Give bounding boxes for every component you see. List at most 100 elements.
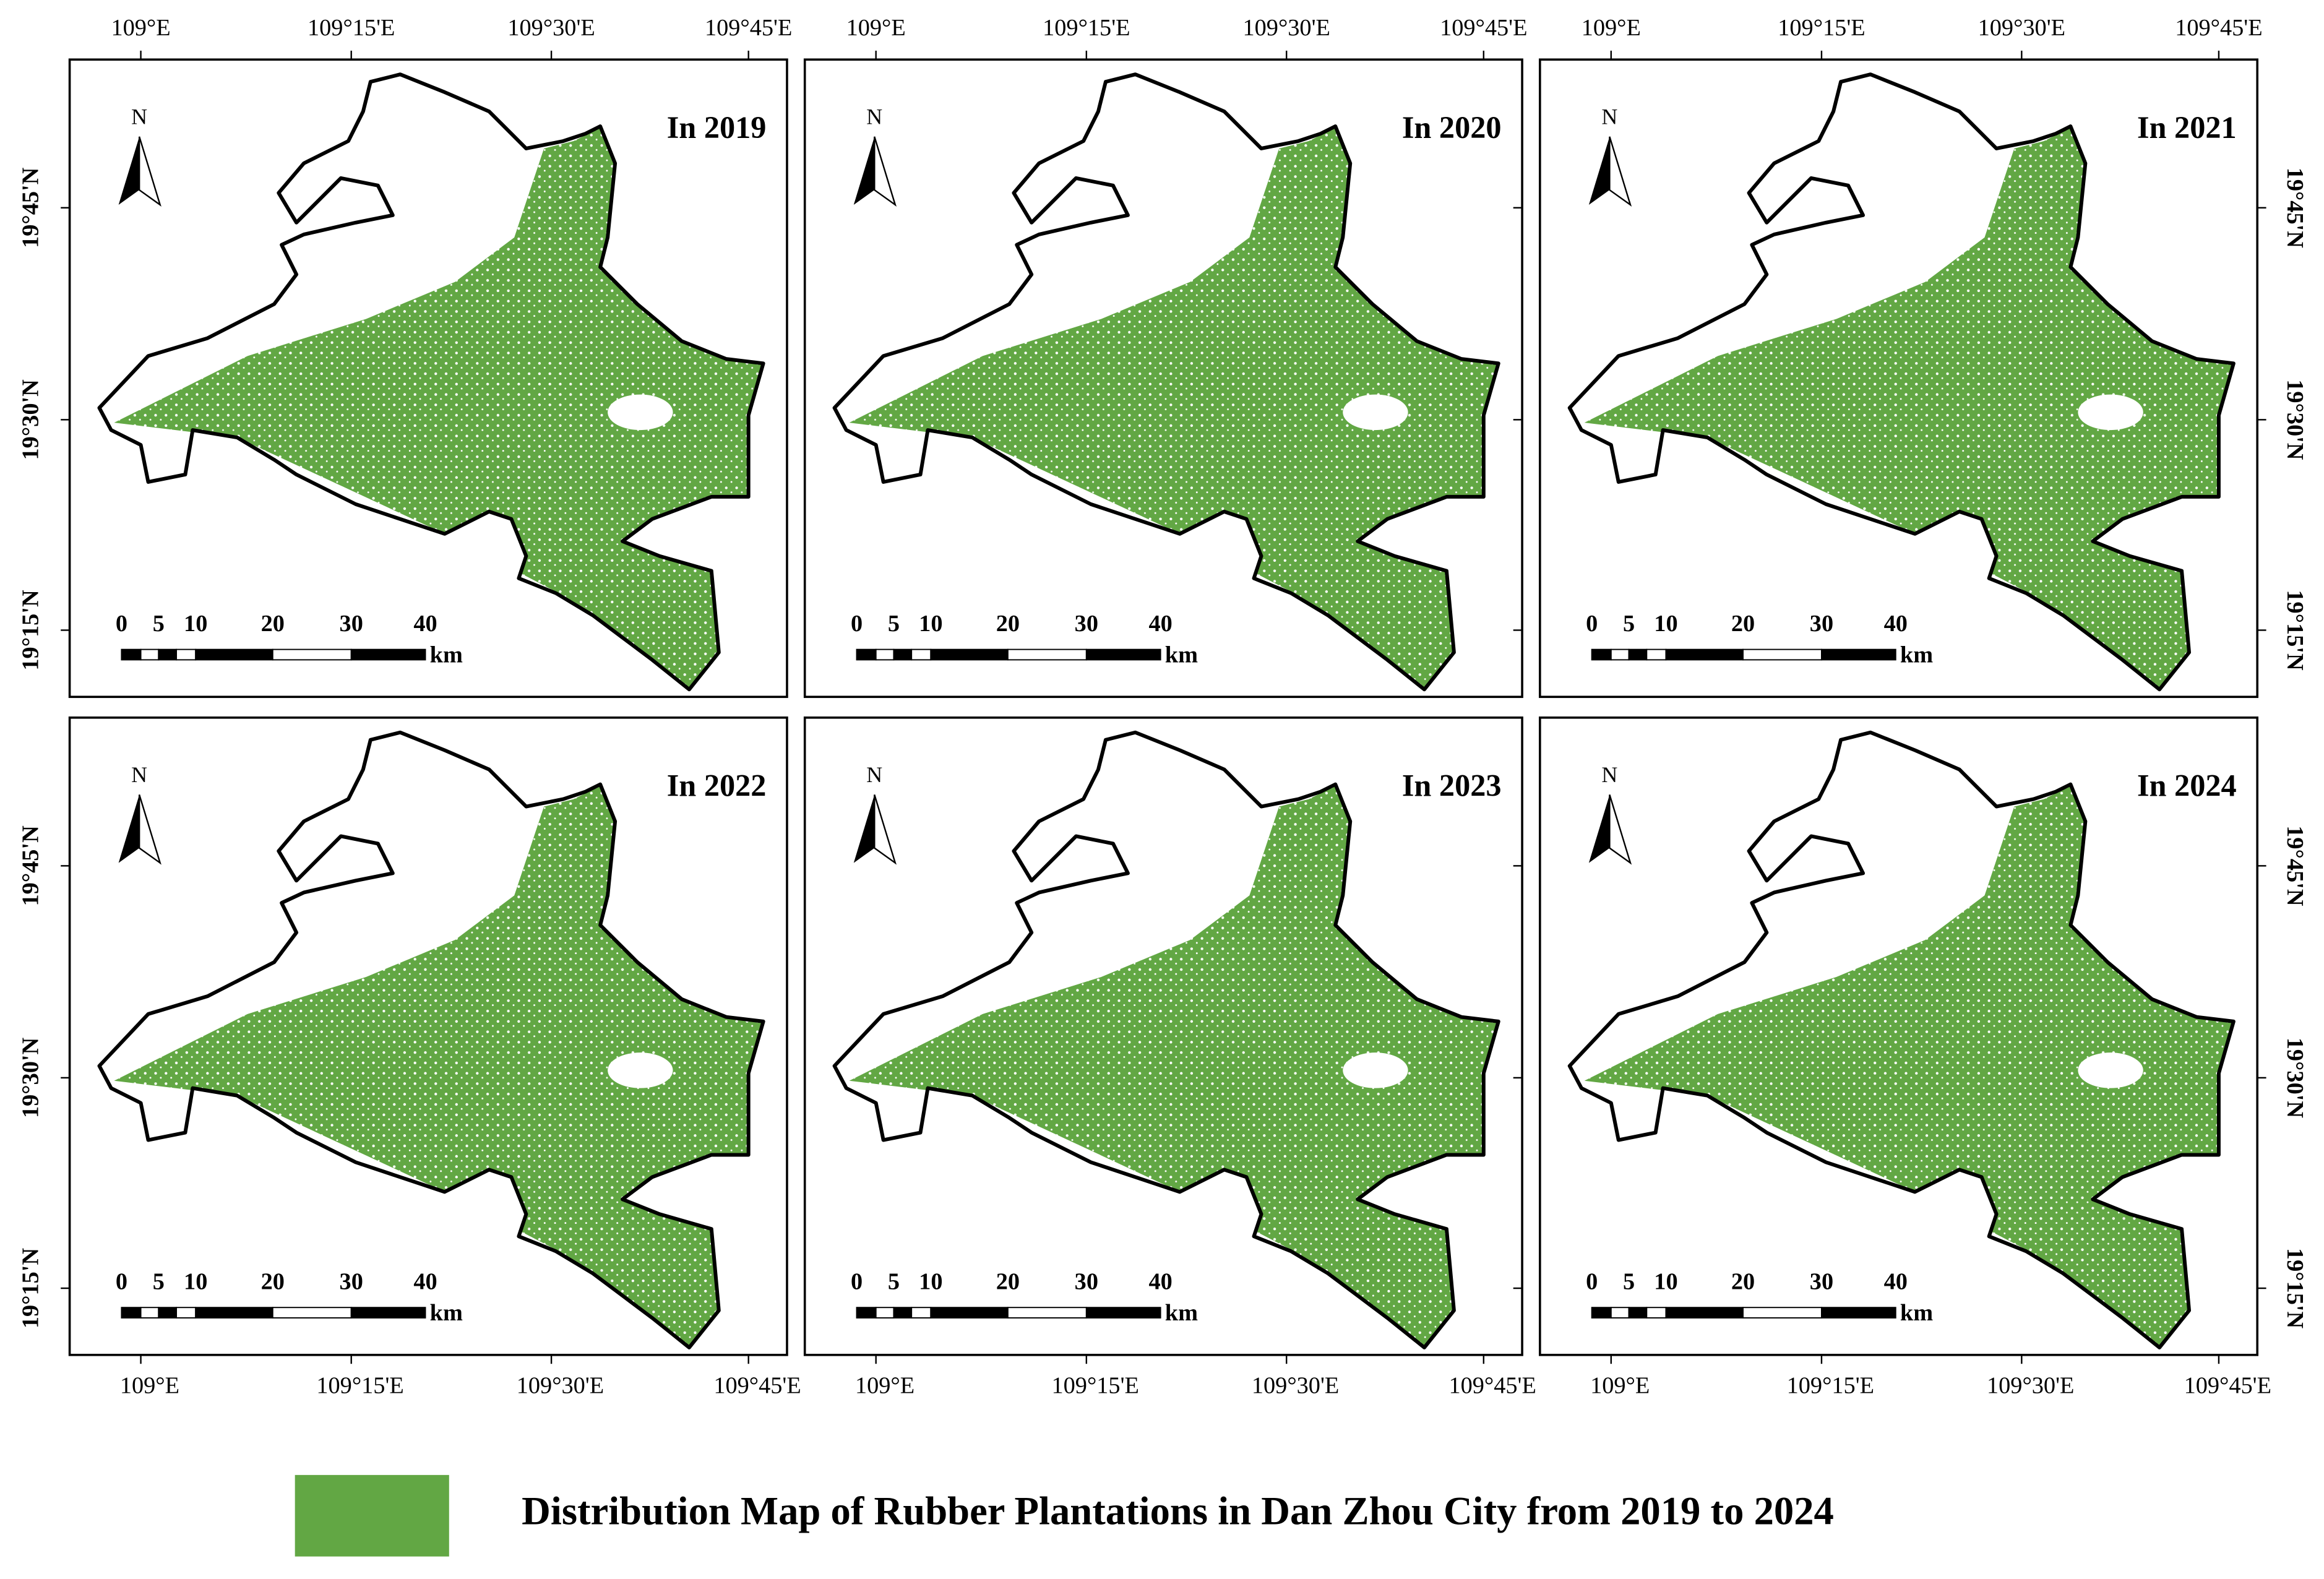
map-panel: In 2024 N 0 5 10 20 30 40 km 109°E 109°15'E 109°30'…	[1539, 716, 2308, 1398]
scale-bar-label: 40	[1148, 611, 1172, 637]
scale-bar-label: 20	[1731, 611, 1755, 637]
north-arrow-left	[118, 136, 140, 205]
scale-bar-segment	[1820, 648, 1896, 661]
scale-bar-label: 20	[261, 1269, 285, 1295]
scale-bar-segment	[893, 648, 913, 661]
scale-bar-segment	[1610, 648, 1630, 661]
latitude-label: 19°45'N	[17, 167, 43, 248]
non-rubber-area	[608, 1052, 673, 1088]
scale-bar-label: 30	[1075, 1269, 1098, 1295]
scale-bar-label: 40	[413, 611, 437, 637]
latitude-label: 19°15'N	[2282, 590, 2308, 671]
scale-bar-label: 40	[413, 1269, 437, 1295]
longitude-label: 109°E	[111, 15, 170, 41]
scale-bar-label: 30	[340, 1269, 363, 1295]
panel-title: In 2022	[667, 768, 767, 802]
longitude-label: 109°15'E	[1787, 1372, 1874, 1398]
scale-bar-unit: km	[1165, 642, 1198, 668]
panel-title: In 2024	[2137, 768, 2237, 802]
north-arrow-right	[138, 136, 161, 207]
county-boundary	[832, 730, 1500, 1349]
longitude-label: 109°45'E	[713, 1372, 801, 1398]
scale-bar-segment	[140, 648, 160, 661]
north-arrow-right	[874, 136, 897, 207]
scale-bar-label: 10	[184, 1269, 207, 1295]
scale-bar-label: 40	[1884, 611, 1908, 637]
latitude-label: 19°15'N	[17, 1248, 43, 1329]
longitude-label: 109°30'E	[1987, 1372, 2074, 1398]
scale-bar-label: 20	[1731, 1269, 1755, 1295]
scale-bar-segment	[893, 1307, 913, 1319]
map-panel: In 2020 N 0 5 10 20 30 40 km 109°E 109°15'E 109°30'…	[803, 15, 1528, 699]
scale-bar-label: 10	[184, 611, 207, 637]
latitude-label: 19°45'N	[2282, 168, 2308, 249]
scale-bar-label: 10	[919, 1269, 942, 1295]
scale-bar-segment	[1628, 648, 1648, 661]
latitude-label: 19°30'N	[17, 1037, 43, 1118]
scale-bar-segment	[930, 1307, 1009, 1319]
scale-bar-segment	[1085, 1307, 1161, 1319]
north-arrow-left	[1588, 136, 1610, 205]
county-boundary	[832, 72, 1500, 692]
scale-bar-segment	[195, 1307, 273, 1319]
panel-title: In 2019	[667, 110, 767, 145]
longitude-label: 109°E	[855, 1372, 915, 1398]
non-rubber-area	[608, 394, 673, 431]
longitude-label: 109°45'E	[2184, 1372, 2271, 1398]
longitude-label: 109°30'E	[507, 15, 595, 41]
latitude-label: 19°30'N	[2282, 1038, 2308, 1119]
scale-bar-label: 30	[340, 611, 363, 637]
longitude-label: 109°15'E	[316, 1372, 403, 1398]
north-arrow-right	[874, 794, 897, 865]
latitude-label: 19°15'N	[17, 590, 43, 671]
scale-bar-label: 5	[1623, 611, 1635, 637]
non-rubber-area	[1343, 1052, 1408, 1088]
scale-bar-segment	[158, 1307, 178, 1319]
latitude-label: 19°45'N	[17, 825, 43, 906]
scale-bar-segment	[1007, 1307, 1087, 1319]
legend-swatch	[295, 1474, 449, 1557]
scale-bar-segment	[272, 1307, 352, 1319]
north-arrow-right	[1609, 136, 1632, 207]
scale-bar-label: 10	[1654, 611, 1677, 637]
longitude-label: 109°E	[1590, 1372, 1650, 1398]
longitude-label: 109°30'E	[1252, 1372, 1339, 1398]
scale-bar-segment	[856, 648, 877, 661]
legend-label: Distribution Map of Rubber Plantations i…	[522, 1488, 1834, 1533]
scale-bar-segment	[1646, 1307, 1667, 1319]
panel-title: In 2021	[2137, 110, 2237, 145]
county-boundary	[97, 730, 765, 1349]
longitude-label: 109°15'E	[1778, 15, 1865, 41]
scale-bar-label: 0	[851, 1269, 863, 1295]
north-arrow-left	[853, 136, 875, 205]
scale-bar-segment	[140, 1307, 160, 1319]
scale-bar-label: 20	[261, 611, 285, 637]
scale-bar-segment	[1742, 1307, 1822, 1319]
scale-bar-label: 5	[888, 611, 900, 637]
north-label: N	[131, 762, 147, 787]
north-arrow-left	[853, 794, 875, 863]
longitude-label: 109°15'E	[1051, 1372, 1138, 1398]
north-label: N	[866, 104, 882, 129]
scale-bar-segment	[875, 1307, 895, 1319]
scale-bar-label: 10	[919, 611, 942, 637]
north-arrow-left	[1588, 794, 1610, 863]
scale-bar-label: 5	[1623, 1269, 1635, 1295]
scale-bar-label: 10	[1654, 1269, 1677, 1295]
scale-bar-label: 40	[1148, 1269, 1172, 1295]
scale-bar-label: 20	[996, 1269, 1020, 1295]
scale-bar-label: 20	[996, 611, 1020, 637]
scale-bar-unit: km	[1900, 1300, 1933, 1326]
scale-bar-label: 5	[888, 1269, 900, 1295]
scale-bar-segment	[911, 1307, 932, 1319]
longitude-label: 109°45'E	[705, 15, 792, 41]
panel-title: In 2023	[1402, 768, 1502, 802]
latitude-label: 19°30'N	[17, 379, 43, 460]
north-label: N	[1601, 104, 1617, 129]
north-arrow-right	[1609, 794, 1632, 865]
scale-bar-segment	[1665, 648, 1744, 661]
map-panel: In 2019 N 0 5 10 20 30 40 km 109°E 109°15'E 109°30'…	[17, 15, 792, 699]
longitude-label: 109°15'E	[1043, 15, 1130, 41]
panel-title: In 2020	[1402, 110, 1502, 145]
